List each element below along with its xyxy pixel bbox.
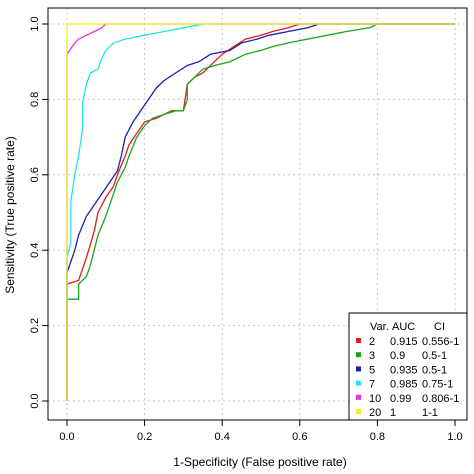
x-axis-label: 1-Specificity (False positive rate) xyxy=(173,455,346,469)
x-tick-label: 0.6 xyxy=(292,431,307,443)
y-tick-label: 0.0 xyxy=(29,393,41,408)
legend-swatch xyxy=(356,394,361,400)
x-tick-label: 0.2 xyxy=(137,431,152,443)
x-tick-label: 0.0 xyxy=(59,431,74,443)
legend-header-var: Var. xyxy=(370,321,389,333)
legend-swatch xyxy=(356,352,361,358)
legend-var: 5 xyxy=(369,364,375,376)
legend-var: 7 xyxy=(369,379,375,391)
legend-header-ci: CI xyxy=(434,321,445,333)
y-tick-label: 0.2 xyxy=(29,318,41,333)
y-tick-label: 0.8 xyxy=(29,92,41,107)
legend-ci: 0.75-1 xyxy=(422,379,453,391)
legend-ci: 0.806-1 xyxy=(422,393,459,405)
legend-var: 20 xyxy=(369,407,381,419)
y-tick-label: 0.4 xyxy=(29,243,41,258)
legend-ci: 0.5-1 xyxy=(422,350,447,362)
legend-var: 10 xyxy=(369,393,381,405)
legend-auc: 0.985 xyxy=(390,379,418,391)
legend-ci: 0.556-1 xyxy=(422,336,459,348)
legend-var: 2 xyxy=(369,336,375,348)
x-tick-label: 0.8 xyxy=(370,431,385,443)
legend-auc: 1 xyxy=(390,407,396,419)
y-tick-label: 0.6 xyxy=(29,167,41,182)
legend-swatch xyxy=(356,409,361,414)
y-tick-label: 1.0 xyxy=(29,16,41,31)
legend-swatch xyxy=(356,366,361,372)
roc-curve-3 xyxy=(66,23,455,401)
roc-curve-1 xyxy=(66,23,455,401)
legend-auc: 0.99 xyxy=(390,393,411,405)
plot-frame xyxy=(47,7,468,421)
legend-box xyxy=(348,312,468,421)
roc-curve-5 xyxy=(66,23,455,401)
legend-auc: 0.915 xyxy=(390,336,418,348)
x-tick-label: 0.4 xyxy=(215,431,230,443)
legend-header-auc: AUC xyxy=(392,321,415,333)
legend-swatch xyxy=(356,380,361,386)
legend-auc: 0.935 xyxy=(390,364,418,376)
legend-auc: 0.9 xyxy=(390,350,405,362)
legend: Var. AUC CI 2 0.915 0.556-1 3 0.9 0.5-1 5 0.935… xyxy=(348,312,468,421)
legend-ci: 1-1 xyxy=(422,407,438,419)
x-tick-label: 1.0 xyxy=(447,431,462,443)
roc-curve-2 xyxy=(66,23,455,401)
y-axis: 0.0 0.2 0.4 0.6 0.8 1.0 xyxy=(29,16,48,409)
legend-swatch xyxy=(356,338,361,343)
roc-curves xyxy=(66,23,455,401)
legend-ci: 0.5-1 xyxy=(422,364,447,376)
y-axis-label: Sensitivity (True positive rate) xyxy=(3,136,17,294)
legend-var: 3 xyxy=(369,350,375,362)
x-axis: 0.0 0.2 0.4 0.6 0.8 1.0 xyxy=(59,420,463,443)
legend-rows: 2 0.915 0.556-1 3 0.9 0.5-1 5 0.935 0.5-1 7 0.985 0… xyxy=(356,336,459,419)
